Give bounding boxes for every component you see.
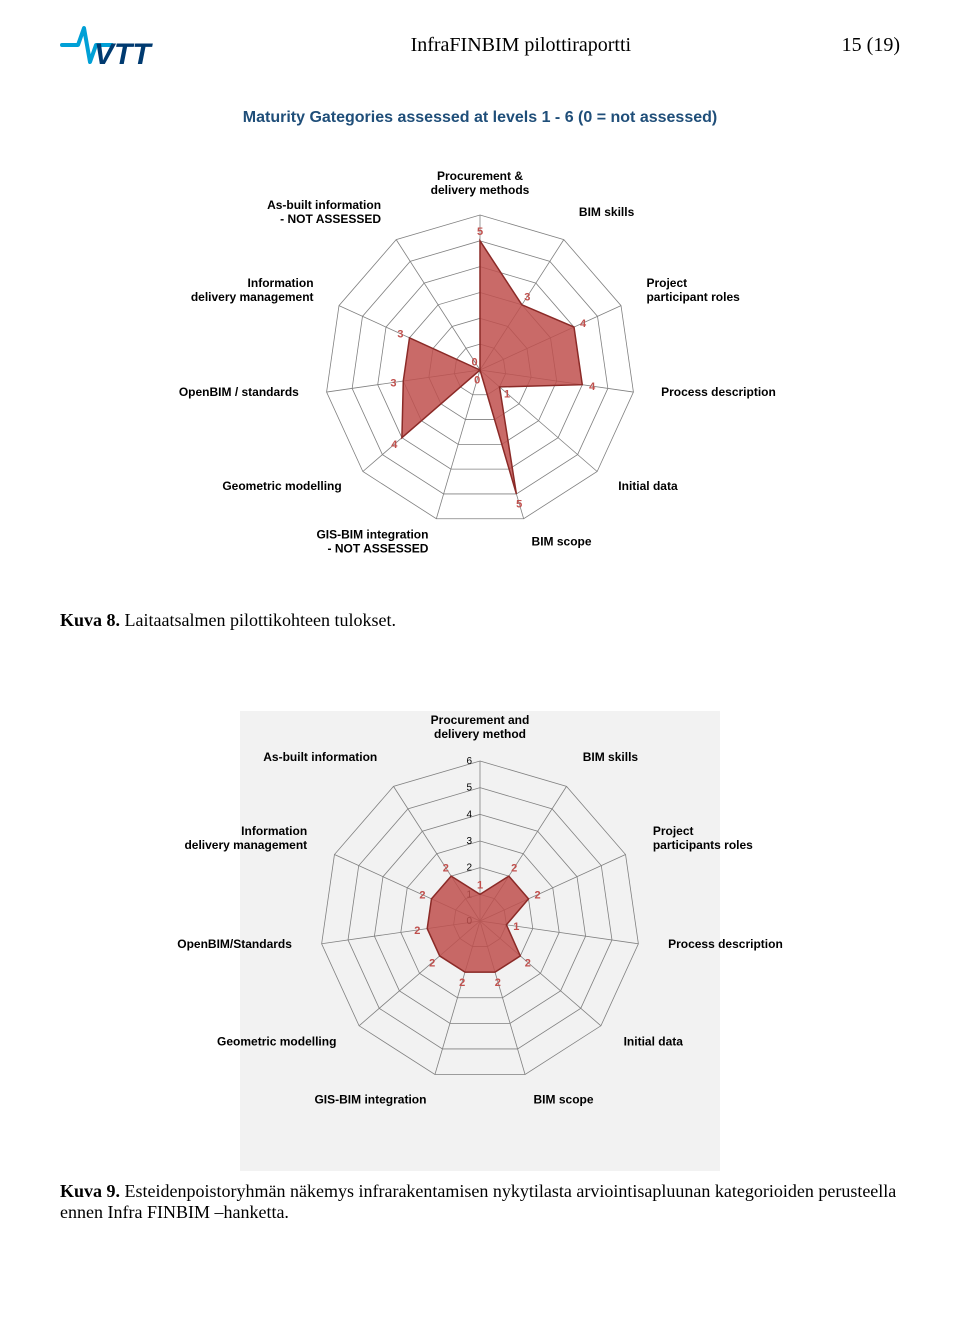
- value-label: 5: [516, 499, 522, 511]
- caption-1: Kuva 8. Laitaatsalmen pilottikohteen tul…: [60, 610, 900, 631]
- page: VTT InfraFINBIM pilottiraportti 15 (19) …: [0, 0, 960, 1283]
- value-label: 5: [477, 226, 483, 238]
- axis-label: BIM skills: [579, 205, 635, 219]
- chart-title: Maturity Gategories assessed at levels 1…: [243, 109, 717, 126]
- value-label: 3: [390, 377, 396, 389]
- axis-label: Informationdelivery management: [191, 276, 314, 304]
- value-label: 2: [419, 890, 425, 902]
- axis-label: Geometric modelling: [217, 1034, 336, 1048]
- value-label: 2: [511, 863, 517, 875]
- caption-2-label: Kuva 9.: [60, 1181, 120, 1201]
- axis-label: Process description: [668, 937, 783, 951]
- axis-label: GIS-BIM integration: [314, 1092, 426, 1106]
- axis-label: BIM scope: [532, 535, 592, 549]
- value-label: 2: [525, 957, 531, 969]
- value-label: 1: [513, 921, 519, 933]
- data-polygon: [402, 241, 582, 494]
- value-label: 2: [429, 957, 435, 969]
- value-label: 3: [524, 291, 530, 303]
- value-label: 4: [391, 439, 398, 451]
- logo: VTT: [60, 20, 200, 70]
- value-label: 4: [589, 381, 596, 393]
- caption-2: Kuva 9. Esteidenpoistoryhmän näkemys inf…: [60, 1181, 900, 1223]
- axis-label: BIM scope: [534, 1092, 594, 1106]
- value-label: 0: [474, 375, 480, 387]
- logo-text: VTT: [94, 38, 153, 70]
- value-label: 2: [443, 863, 449, 875]
- value-label: 2: [495, 977, 501, 989]
- axis-label: BIM skills: [583, 750, 639, 764]
- axis-label: Projectparticipant roles: [646, 276, 740, 304]
- ring-label: 4: [466, 809, 472, 820]
- axis-label: Geometric modelling: [222, 479, 341, 493]
- ring-label: 2: [466, 863, 472, 874]
- axis-label: GIS-BIM integration- NOT ASSESSED: [316, 528, 428, 556]
- axis-label: As-built information: [263, 750, 377, 764]
- page-number: 15 (19): [842, 34, 900, 57]
- ring-label: 5: [466, 783, 472, 794]
- caption-2-text: Esteidenpoistoryhmän näkemys infrarakent…: [60, 1181, 896, 1222]
- caption-1-text: Laitaatsalmen pilottikohteen tulokset.: [120, 610, 396, 630]
- axis-label: Initial data: [624, 1034, 684, 1048]
- header-title: InfraFINBIM pilottiraportti: [411, 34, 632, 57]
- chart2-container: 012345612212222222Procurement anddeliver…: [60, 651, 900, 1171]
- ring-label: 6: [466, 756, 472, 767]
- axis-label: OpenBIM/Standards: [177, 937, 292, 951]
- axis-label: Initial data: [618, 479, 678, 493]
- axis-label: Procurement &delivery methods: [431, 169, 530, 197]
- value-label: 0: [472, 357, 478, 369]
- value-label: 4: [580, 318, 587, 330]
- axis-label: Procurement anddelivery method: [431, 713, 530, 741]
- value-label: 2: [535, 890, 541, 902]
- caption-1-label: Kuva 8.: [60, 610, 120, 630]
- radar-chart-1: Maturity Gategories assessed at levels 1…: [130, 100, 830, 600]
- axis-label: OpenBIM / standards: [179, 385, 299, 399]
- value-label: 2: [414, 925, 420, 937]
- value-label: 1: [504, 388, 510, 400]
- ring-label: 3: [466, 836, 472, 847]
- value-label: 1: [477, 879, 483, 891]
- page-header: VTT InfraFINBIM pilottiraportti 15 (19): [60, 20, 900, 70]
- value-label: 3: [397, 329, 403, 341]
- axis-label: Informationdelivery management: [184, 824, 307, 852]
- value-label: 2: [459, 977, 465, 989]
- radar-chart-2: 012345612212222222Procurement anddeliver…: [130, 651, 830, 1171]
- axis-label: As-built information- NOT ASSESSED: [267, 198, 381, 226]
- chart1-container: Maturity Gategories assessed at levels 1…: [60, 100, 900, 600]
- axis-label: Process description: [661, 385, 776, 399]
